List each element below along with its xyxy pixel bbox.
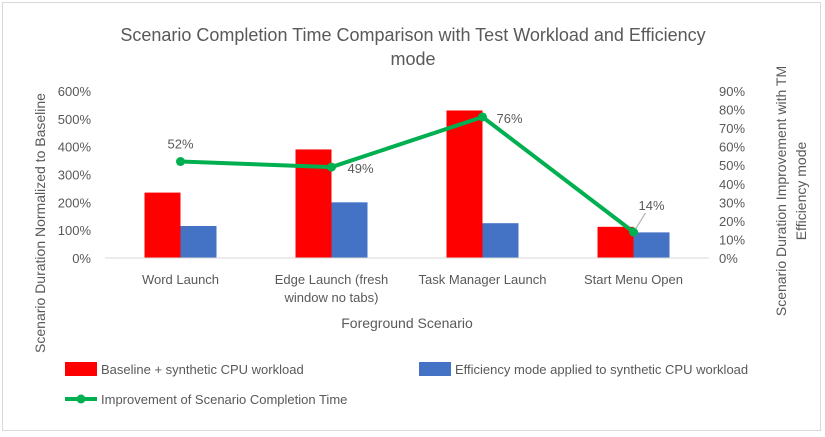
y2-tick-label: 50%: [719, 158, 745, 173]
chart-frame: Scenario Completion Time Comparison with…: [2, 2, 821, 431]
y-axis-title: Scenario Duration Normalized to Baseline: [32, 93, 48, 353]
improvement-data-label: 49%: [348, 161, 374, 176]
x-tick-label: window no tabs): [284, 290, 379, 305]
chart-title-line-1: Scenario Completion Time Comparison with…: [120, 25, 705, 45]
legend-swatch-baseline: [65, 362, 97, 376]
bar-efficiency-mode: [180, 225, 217, 258]
legend-label-efficiency-mode: Efficiency mode applied to synthetic CPU…: [455, 362, 748, 377]
y2-tick-label: 10%: [719, 232, 745, 247]
y-tick-label: 100%: [58, 223, 92, 238]
improvement-data-label: 14%: [638, 198, 664, 213]
x-tick-label: Edge Launch (fresh: [275, 272, 388, 287]
x-axis-title: Foreground Scenario: [341, 315, 473, 331]
y2-axis-title-line-2: Efficiency mode: [793, 142, 809, 241]
improvement-point: [629, 227, 638, 237]
bar-baseline: [144, 192, 181, 258]
y-tick-label: 300%: [58, 168, 92, 183]
bar-efficiency-mode: [633, 232, 670, 258]
chart-title-line-2: mode: [390, 49, 435, 69]
legend-swatch-efficiency-mode: [419, 362, 451, 376]
bar-efficiency-mode: [331, 202, 368, 258]
improvement-point: [176, 157, 185, 167]
improvement-point: [478, 112, 487, 122]
y-tick-label: 600%: [58, 84, 92, 99]
y-tick-label: 0%: [72, 251, 91, 266]
y2-tick-label: 20%: [719, 214, 745, 229]
improvement-data-label: 52%: [167, 137, 193, 152]
y-tick-label: 400%: [58, 140, 92, 155]
legend-label-baseline: Baseline + synthetic CPU workload: [101, 362, 304, 377]
y2-tick-label: 70%: [719, 121, 745, 136]
improvement-point: [327, 162, 336, 172]
improvement-line: [180, 114, 635, 234]
y2-tick-label: 90%: [719, 84, 745, 99]
improvement-data-label: 76%: [497, 111, 523, 126]
bar-baseline: [446, 110, 483, 258]
y2-tick-label: 0%: [719, 251, 738, 266]
y2-axis-title-line-1: Scenario Duration Improvement with TM: [773, 66, 789, 316]
y2-tick-label: 30%: [719, 195, 745, 210]
legend-marker-improvement: [76, 394, 86, 404]
data-label-leader: [635, 212, 646, 230]
x-tick-label: Start Menu Open: [584, 272, 683, 287]
legend-label-improvement: Improvement of Scenario Completion Time: [101, 392, 347, 407]
y-tick-label: 200%: [58, 195, 92, 210]
bar-baseline: [597, 226, 634, 258]
y2-tick-label: 60%: [719, 140, 745, 155]
x-tick-label: Task Manager Launch: [419, 272, 547, 287]
chart: Scenario Completion Time Comparison with…: [32, 25, 809, 407]
y-tick-label: 500%: [58, 112, 92, 127]
y2-tick-label: 80%: [719, 103, 745, 118]
bar-efficiency-mode: [482, 223, 519, 258]
x-tick-label: Word Launch: [142, 272, 219, 287]
y2-tick-label: 40%: [719, 177, 745, 192]
